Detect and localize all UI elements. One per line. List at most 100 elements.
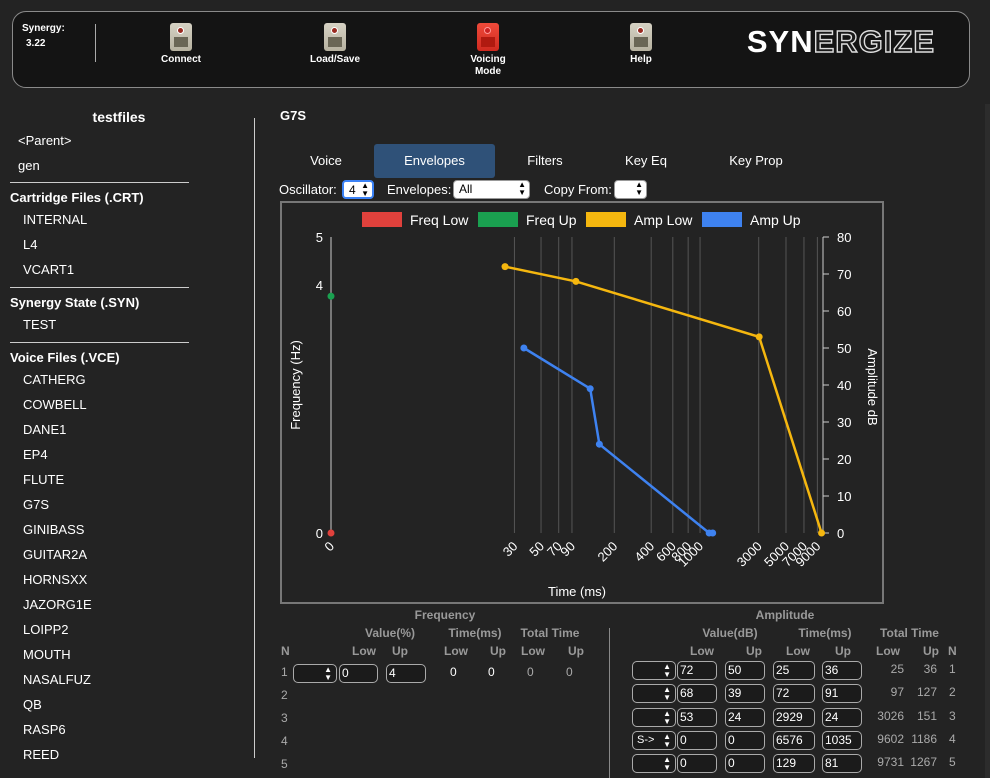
amp-shape-select[interactable]: ▲ ▼ — [632, 661, 676, 680]
amp-low-input[interactable]: 53 — [677, 707, 717, 727]
row-number: 5 — [281, 757, 288, 771]
synergize-logo: SYNERGIZE — [746, 23, 935, 59]
amp-up-input[interactable]: 39 — [725, 684, 765, 704]
amp-col-header-up: Up — [835, 644, 851, 658]
amp-shape-select[interactable]: ▲ ▼ — [632, 754, 676, 774]
series-line-amp-up — [523, 346, 713, 535]
help-button[interactable]: Help — [601, 23, 681, 66]
amp-time-up-input[interactable]: 36 — [822, 661, 862, 680]
legend-label: Freq Up — [526, 212, 577, 228]
freq-up-input[interactable]: 4 — [386, 664, 426, 683]
amp-shape-select[interactable]: ▲ ▼ — [632, 707, 676, 727]
connect-button[interactable]: Connect — [141, 23, 221, 66]
amp-time-low-input[interactable]: 129 — [773, 754, 815, 774]
vce-file-item[interactable]: REED — [23, 747, 60, 762]
amp-up-input[interactable]: 50 — [725, 661, 765, 680]
freq-low-input[interactable]: 0 — [339, 664, 378, 683]
row-number: 2 — [281, 688, 288, 702]
freq-total-header: Total Time — [520, 626, 580, 640]
vce-file-item[interactable]: COWBELL — [23, 397, 87, 412]
tab-key-eq[interactable]: Key Eq — [625, 153, 667, 168]
tab-filters[interactable]: Filters — [527, 153, 563, 168]
amp-time-up-input[interactable]: 91 — [822, 684, 862, 704]
y-left-tick: 5 — [316, 230, 323, 245]
amp-total-up: 1186 — [911, 731, 937, 746]
freq-shape-select[interactable]: ▲ ▼ — [293, 664, 337, 683]
freq-total-up: 0 — [566, 665, 573, 679]
data-point — [327, 292, 335, 300]
version-number: 3.22 — [26, 38, 46, 49]
vce-file-item[interactable]: CATHERG — [23, 372, 86, 387]
crt-file-item[interactable]: INTERNAL — [23, 212, 88, 227]
envelope-chart[interactable]: 0 4 5 0 10 20 30 40 50 60 70 80 0 30 50 70 90 200 400 600 80… — [280, 201, 884, 604]
amp-total-low: 9602 — [877, 731, 904, 746]
voice-name: G7S — [280, 108, 307, 123]
vce-file-item[interactable]: RASP6 — [23, 722, 66, 737]
load-save-button[interactable]: Load/Save — [295, 23, 375, 66]
col-header-up: Up — [490, 644, 506, 658]
col-header-up: Up — [568, 644, 584, 658]
vce-file-item[interactable]: MOUTH — [23, 647, 71, 662]
crt-file-item[interactable]: VCART1 — [23, 262, 75, 277]
amp-shape-select[interactable]: S-> ▲ ▼ — [632, 730, 676, 750]
amp-up-input[interactable]: 24 — [725, 707, 765, 727]
voicing-mode-button[interactable]: Voicing Mode — [448, 23, 528, 78]
envelopes-select[interactable]: All ▲ ▼ — [453, 180, 530, 199]
vce-file-item[interactable]: HORNSXX — [23, 572, 88, 587]
amp-time-up-input[interactable]: 1035 — [822, 730, 862, 750]
x-tick: 200 — [594, 539, 620, 565]
file-browser: testfiles <Parent> gen Cartridge Files (… — [0, 106, 200, 778]
updown-icon: ▲ ▼ — [663, 685, 671, 703]
tab-envelopes[interactable]: Envelopes — [374, 144, 495, 178]
amp-row-number: 1 — [949, 662, 956, 676]
amp-time-header: Time(ms) — [798, 626, 852, 640]
amp-time-low-input[interactable]: 25 — [773, 661, 815, 680]
data-point — [595, 440, 603, 448]
x-tick: 90 — [557, 539, 578, 560]
vce-file-item[interactable]: EP4 — [23, 447, 48, 462]
amp-time-low-input[interactable]: 2929 — [773, 707, 815, 727]
amp-time-up-input[interactable]: 24 — [822, 707, 862, 727]
tab-key-prop[interactable]: Key Prop — [729, 153, 783, 168]
scrollbar[interactable] — [985, 104, 990, 778]
amp-up-input[interactable]: 0 — [725, 730, 765, 750]
vce-file-item[interactable]: GINIBASS — [23, 522, 85, 537]
vce-file-item[interactable]: QB — [23, 697, 42, 712]
parent-link[interactable]: <Parent> — [18, 133, 72, 148]
updown-icon: ▲ ▼ — [663, 755, 671, 773]
sidebar-divider — [254, 118, 255, 758]
amp-time-low-input[interactable]: 6576 — [773, 730, 815, 750]
legend-swatch — [586, 212, 626, 227]
legend-label: Amp Up — [750, 212, 801, 228]
oscillator-select[interactable]: 4 ▲ ▼ — [342, 180, 374, 199]
crt-file-item[interactable]: L4 — [23, 237, 38, 252]
legend-label: Amp Low — [634, 212, 693, 228]
folder-gen[interactable]: gen — [18, 158, 40, 173]
y-right-tick: 70 — [837, 267, 851, 282]
syn-file-item[interactable]: TEST — [23, 317, 57, 332]
connect-icon — [170, 23, 192, 51]
amp-low-input[interactable]: 0 — [677, 754, 717, 774]
vce-file-item[interactable]: G7S — [23, 497, 50, 512]
data-point — [520, 344, 528, 352]
amp-shape-select[interactable]: ▲ ▼ — [632, 684, 676, 704]
vce-file-item[interactable]: DANE1 — [23, 422, 67, 437]
vce-file-item[interactable]: JAZORG1E — [23, 597, 92, 612]
vce-file-item[interactable]: LOIPP2 — [23, 622, 69, 637]
x-axis-label: Time (ms) — [548, 584, 606, 599]
amp-low-input[interactable]: 0 — [677, 730, 717, 750]
amp-time-up-input[interactable]: 81 — [822, 754, 862, 774]
vce-file-item[interactable]: GUITAR2A — [23, 547, 88, 562]
vce-file-item[interactable]: NASALFUZ — [23, 672, 91, 687]
amp-low-input[interactable]: 68 — [677, 684, 717, 704]
tab-voice[interactable]: Voice — [310, 153, 342, 168]
amp-up-input[interactable]: 0 — [725, 754, 765, 774]
amp-total-up: 151 — [916, 708, 937, 723]
amp-time-low-input[interactable]: 72 — [773, 684, 815, 704]
vce-file-item[interactable]: FLUTE — [23, 472, 65, 487]
amp-low-input[interactable]: 72 — [677, 661, 717, 680]
x-tick: 400 — [631, 539, 657, 565]
data-point — [572, 277, 580, 285]
copy-from-select[interactable]: ▲ ▼ — [614, 180, 647, 199]
